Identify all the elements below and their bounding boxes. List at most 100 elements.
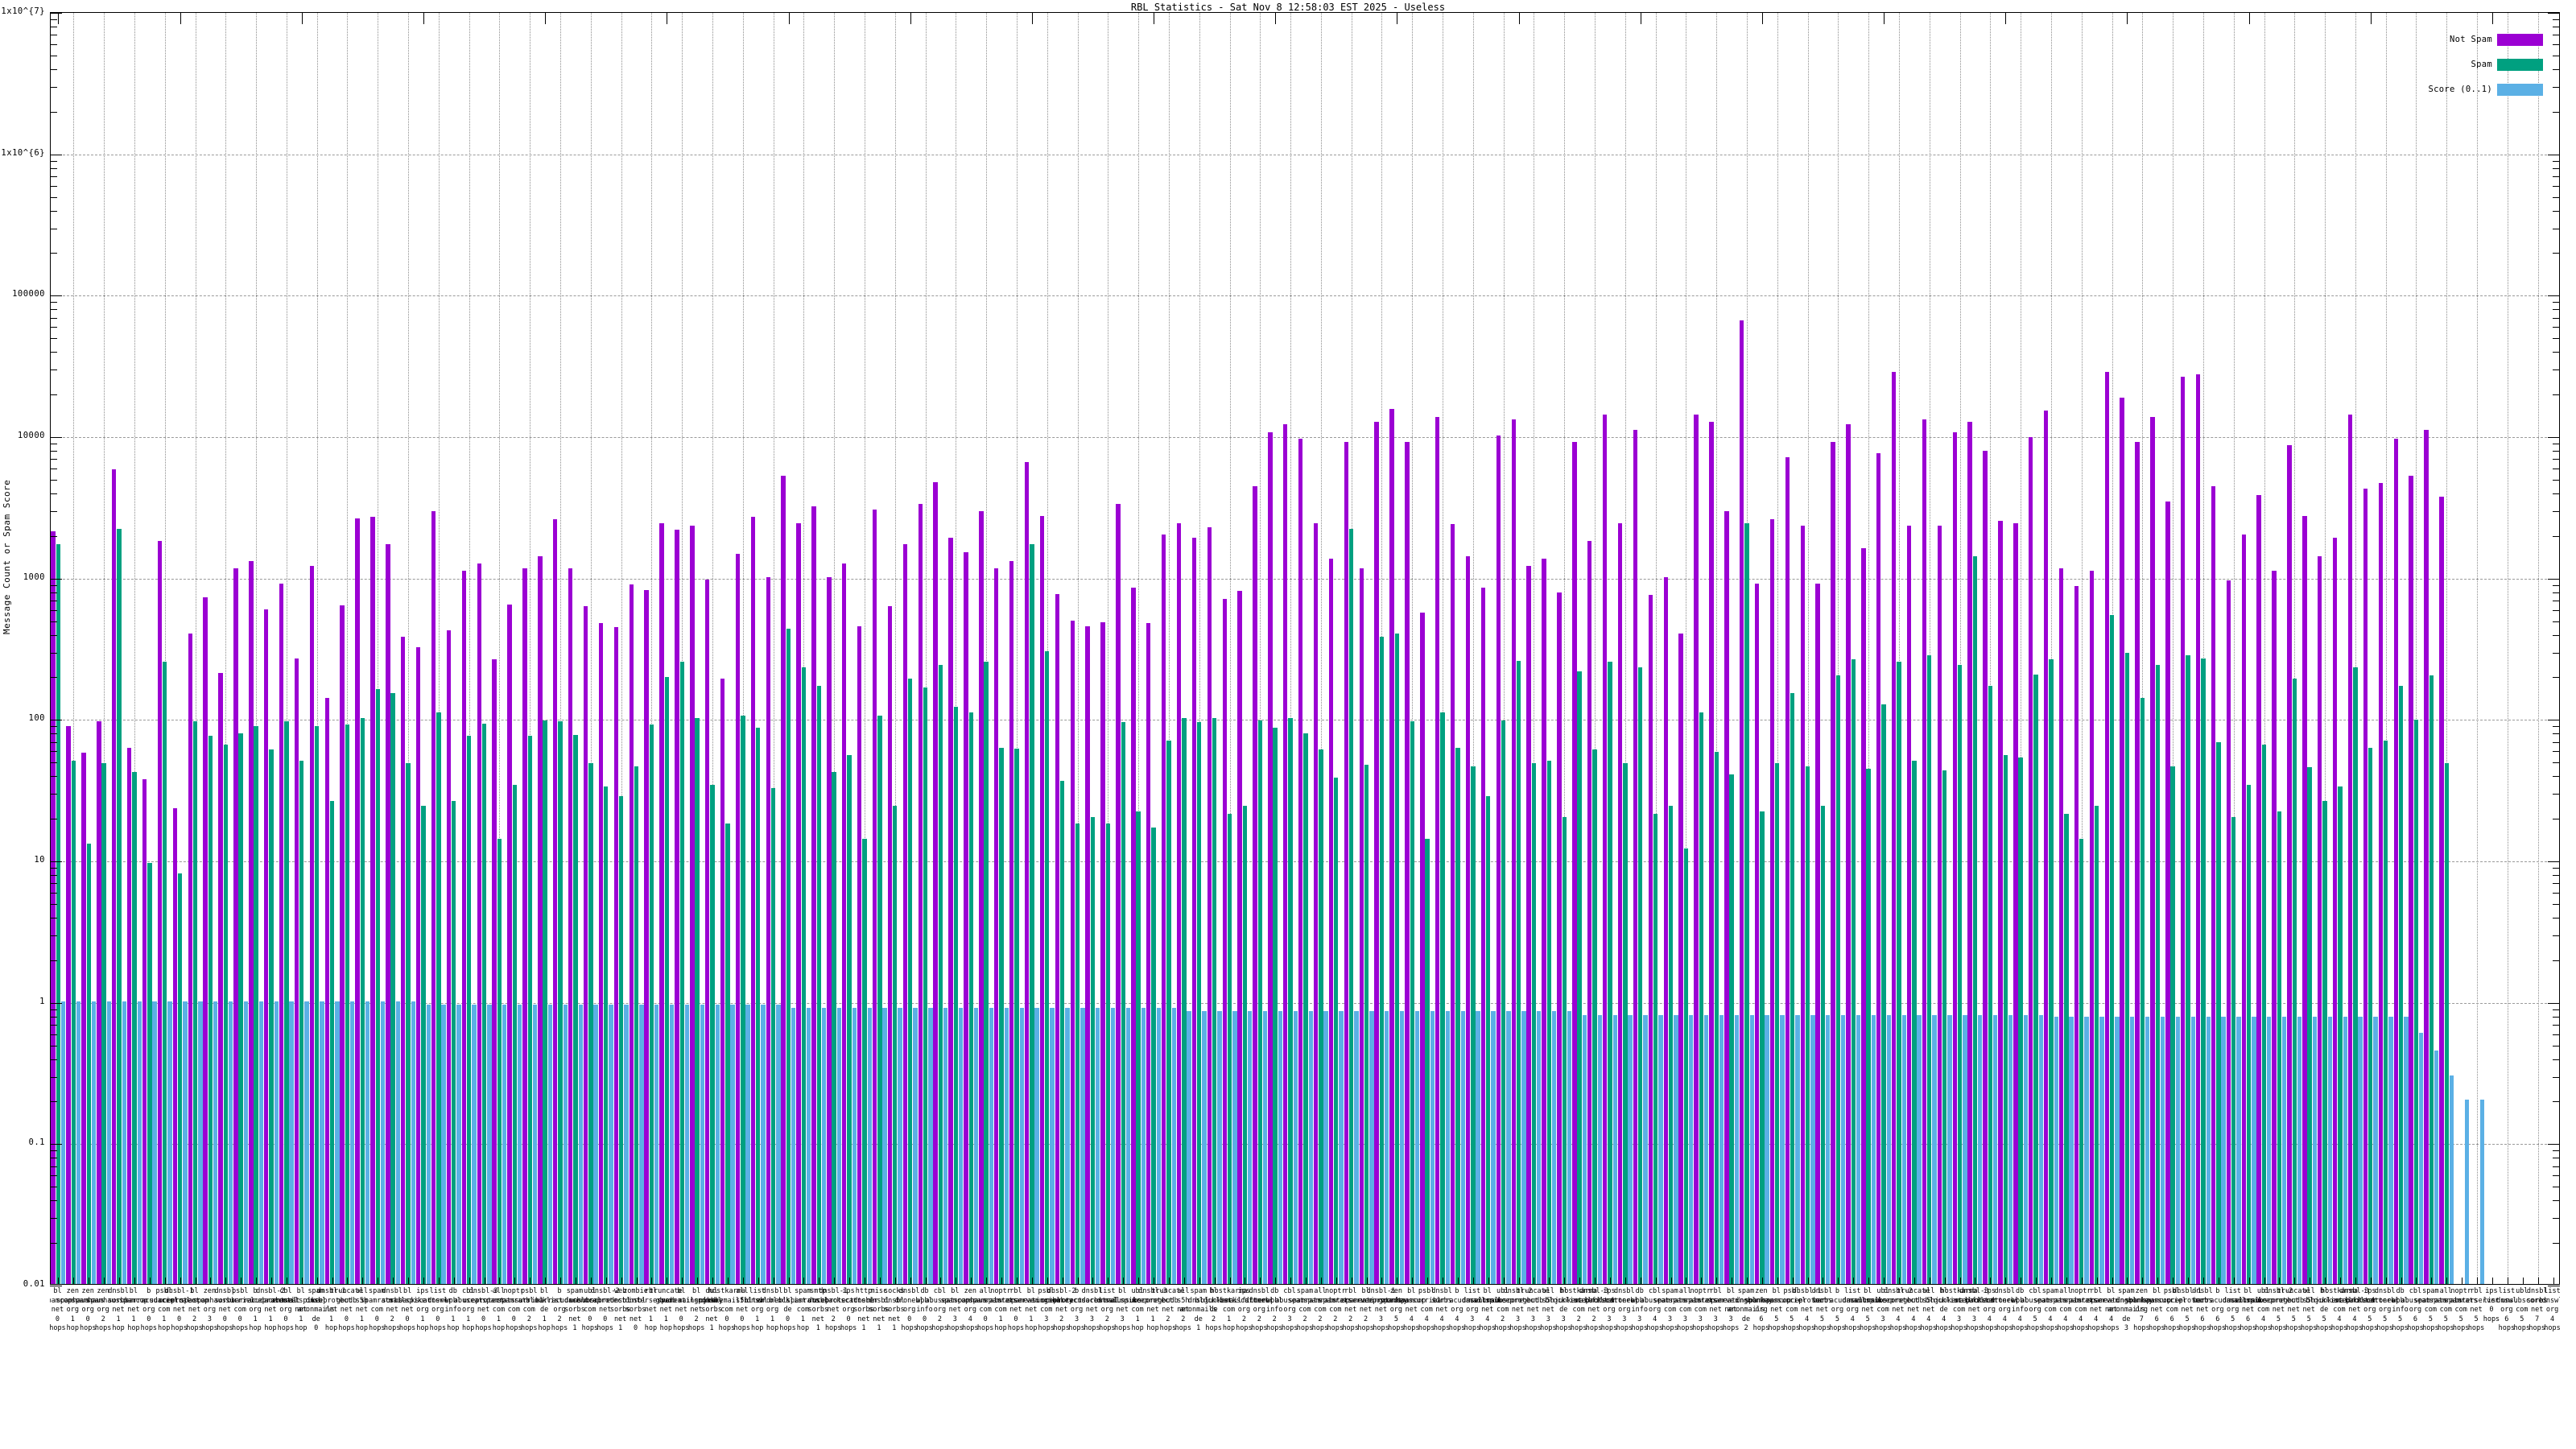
bar-group[interactable] xyxy=(2211,13,2226,1284)
bar-group[interactable] xyxy=(2181,13,2196,1284)
bar-group[interactable] xyxy=(964,13,979,1284)
bar-spam[interactable] xyxy=(1440,712,1445,1284)
bar-group[interactable] xyxy=(2500,13,2515,1284)
bar-not-spam[interactable] xyxy=(1602,415,1608,1284)
bar-score[interactable] xyxy=(1125,1007,1131,1284)
bar-score[interactable] xyxy=(1445,1011,1451,1284)
bar-score[interactable] xyxy=(761,1004,766,1284)
bar-not-spam[interactable] xyxy=(1237,590,1242,1284)
bar-score[interactable] xyxy=(335,1001,340,1284)
bar-score[interactable] xyxy=(2084,1016,2089,1284)
bar-score[interactable] xyxy=(1551,1011,1557,1284)
bar-group[interactable] xyxy=(522,13,538,1284)
bar-group[interactable] xyxy=(203,13,218,1284)
bar-group[interactable] xyxy=(2347,13,2363,1284)
bar-not-spam[interactable] xyxy=(568,568,573,1284)
bar-not-spam[interactable] xyxy=(1983,450,1988,1284)
bar-group[interactable] xyxy=(2515,13,2530,1284)
bar-spam[interactable] xyxy=(2140,697,2145,1284)
bar-not-spam[interactable] xyxy=(249,560,254,1284)
bar-spam[interactable] xyxy=(2292,679,2297,1284)
bar-group[interactable] xyxy=(675,13,690,1284)
bar-score[interactable] xyxy=(2236,1016,2241,1284)
bar-spam[interactable] xyxy=(801,667,807,1284)
bar-not-spam[interactable] xyxy=(1526,565,1531,1284)
bar-group[interactable] xyxy=(1846,13,1861,1284)
bar-not-spam[interactable] xyxy=(979,511,984,1284)
bar-score[interactable] xyxy=(1399,1011,1405,1284)
bar-group[interactable] xyxy=(720,13,735,1284)
bar-group[interactable] xyxy=(979,13,994,1284)
bar-spam[interactable] xyxy=(238,733,243,1284)
bar-score[interactable] xyxy=(2388,1016,2393,1284)
bar-spam[interactable] xyxy=(953,707,959,1284)
bar-score[interactable] xyxy=(1019,1007,1024,1284)
bar-group[interactable] xyxy=(477,13,492,1284)
bar-not-spam[interactable] xyxy=(902,544,908,1284)
bar-score[interactable] xyxy=(228,1001,233,1284)
bar-group[interactable] xyxy=(218,13,233,1284)
bar-score[interactable] xyxy=(684,1004,690,1284)
bar-group[interactable] xyxy=(2089,13,2104,1284)
bar-not-spam[interactable] xyxy=(1283,424,1288,1284)
bar-group[interactable] xyxy=(1557,13,1572,1284)
bar-not-spam[interactable] xyxy=(81,753,86,1284)
bar-spam[interactable] xyxy=(1668,806,1674,1284)
bar-spam[interactable] xyxy=(558,721,563,1284)
bar-score[interactable] xyxy=(700,1004,705,1284)
bar-score[interactable] xyxy=(2434,1050,2439,1284)
bar-score[interactable] xyxy=(1628,1014,1633,1284)
bar-group[interactable] xyxy=(1937,13,1952,1284)
bar-spam[interactable] xyxy=(2261,745,2267,1284)
bar-not-spam[interactable] xyxy=(309,565,315,1284)
bar-group[interactable] xyxy=(1374,13,1389,1284)
bar-spam[interactable] xyxy=(452,801,456,1284)
bar-spam[interactable] xyxy=(2186,654,2190,1284)
bar-score[interactable] xyxy=(2023,1014,2029,1284)
bar-not-spam[interactable] xyxy=(294,658,299,1284)
bar-group[interactable] xyxy=(1876,13,1892,1284)
bar-spam[interactable] xyxy=(1273,727,1278,1284)
bar-group[interactable] xyxy=(126,13,142,1284)
bar-spam[interactable] xyxy=(679,662,684,1284)
bar-score[interactable] xyxy=(152,1001,157,1284)
bar-group[interactable] xyxy=(279,13,294,1284)
bar-not-spam[interactable] xyxy=(2181,377,2186,1284)
bar-spam[interactable] xyxy=(2124,653,2130,1284)
bar-group[interactable] xyxy=(97,13,112,1284)
bar-group[interactable] xyxy=(1146,13,1162,1284)
bar-not-spam[interactable] xyxy=(446,630,452,1284)
bar-group[interactable] xyxy=(1952,13,1967,1284)
bar-spam[interactable] xyxy=(117,528,122,1284)
bar-group[interactable] xyxy=(324,13,340,1284)
bar-score[interactable] xyxy=(2160,1016,2165,1284)
bar-not-spam[interactable] xyxy=(598,623,604,1284)
bar-not-spam[interactable] xyxy=(1222,598,1227,1284)
bar-group[interactable] xyxy=(1176,13,1191,1284)
bar-score[interactable] xyxy=(1840,1014,1846,1284)
bar-not-spam[interactable] xyxy=(1328,558,1334,1284)
bar-not-spam[interactable] xyxy=(1146,623,1151,1284)
bar-not-spam[interactable] xyxy=(2150,417,2155,1284)
bar-score[interactable] xyxy=(1612,1014,1617,1284)
bar-spam[interactable] xyxy=(1303,733,1308,1284)
bar-not-spam[interactable] xyxy=(1435,417,1440,1284)
bar-group[interactable] xyxy=(1116,13,1131,1284)
bar-group[interactable] xyxy=(1039,13,1055,1284)
bar-score[interactable] xyxy=(578,1004,583,1284)
bar-group[interactable] xyxy=(766,13,781,1284)
bar-not-spam[interactable] xyxy=(613,627,619,1284)
bar-not-spam[interactable] xyxy=(1800,526,1805,1284)
bar-score[interactable] xyxy=(1567,1011,1572,1284)
bar-score[interactable] xyxy=(1521,1011,1526,1284)
bar-group[interactable] xyxy=(1633,13,1648,1284)
bar-score[interactable] xyxy=(1065,1007,1070,1284)
bar-group[interactable] xyxy=(2135,13,2150,1284)
bar-not-spam[interactable] xyxy=(1587,540,1592,1284)
bar-spam[interactable] xyxy=(2109,614,2115,1284)
bar-score[interactable] xyxy=(1901,1014,1906,1284)
bar-not-spam[interactable] xyxy=(887,606,893,1284)
bar-spam[interactable] xyxy=(1394,633,1400,1284)
bar-group[interactable] xyxy=(2363,13,2378,1284)
bar-score[interactable] xyxy=(426,1004,431,1284)
